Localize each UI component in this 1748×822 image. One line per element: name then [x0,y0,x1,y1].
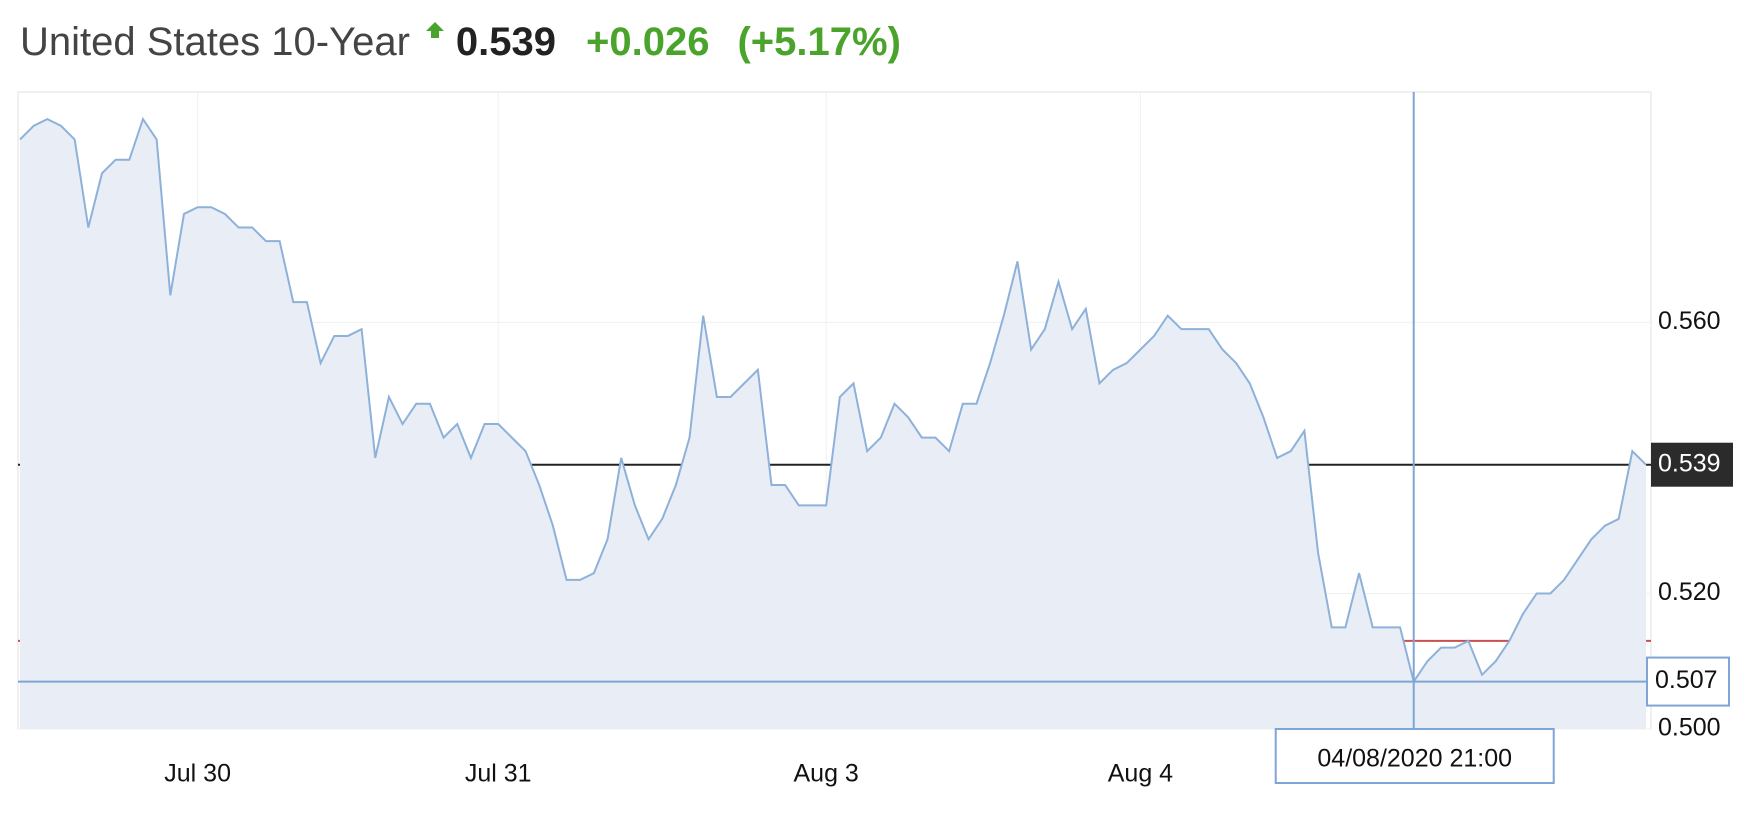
y-tick-label: 0.500 [1658,714,1721,742]
x-tick-label: Jul 30 [164,760,231,788]
header: United States 10-Year 0.539 +0.026 (+5.1… [20,14,901,70]
y-tick-label: 0.520 [1658,578,1721,606]
last-price-box [1651,442,1733,487]
up-arrow [425,22,444,38]
x-tick-label: Aug 4 [1108,760,1173,788]
area [20,119,1646,729]
crosshair-y-box [1646,656,1730,707]
crosshair-y-label: 0.507 [1655,666,1718,694]
crosshair-x-label: 04/08/2020 21:00 [1317,745,1512,773]
last-price-label: 0.539 [1658,449,1721,477]
change: +0.026 [586,19,710,64]
x-tick-label: Jul 31 [465,760,532,788]
crosshair-x-box [1274,728,1555,784]
x-tick-label: Aug 3 [793,760,858,788]
change-percent: (+5.17%) [737,19,901,64]
last-price: 0.539 [455,19,556,64]
price-line [19,116,1647,684]
instrument-title: United States 10-Year [20,19,410,64]
y-tick-label: 0.560 [1658,307,1721,335]
